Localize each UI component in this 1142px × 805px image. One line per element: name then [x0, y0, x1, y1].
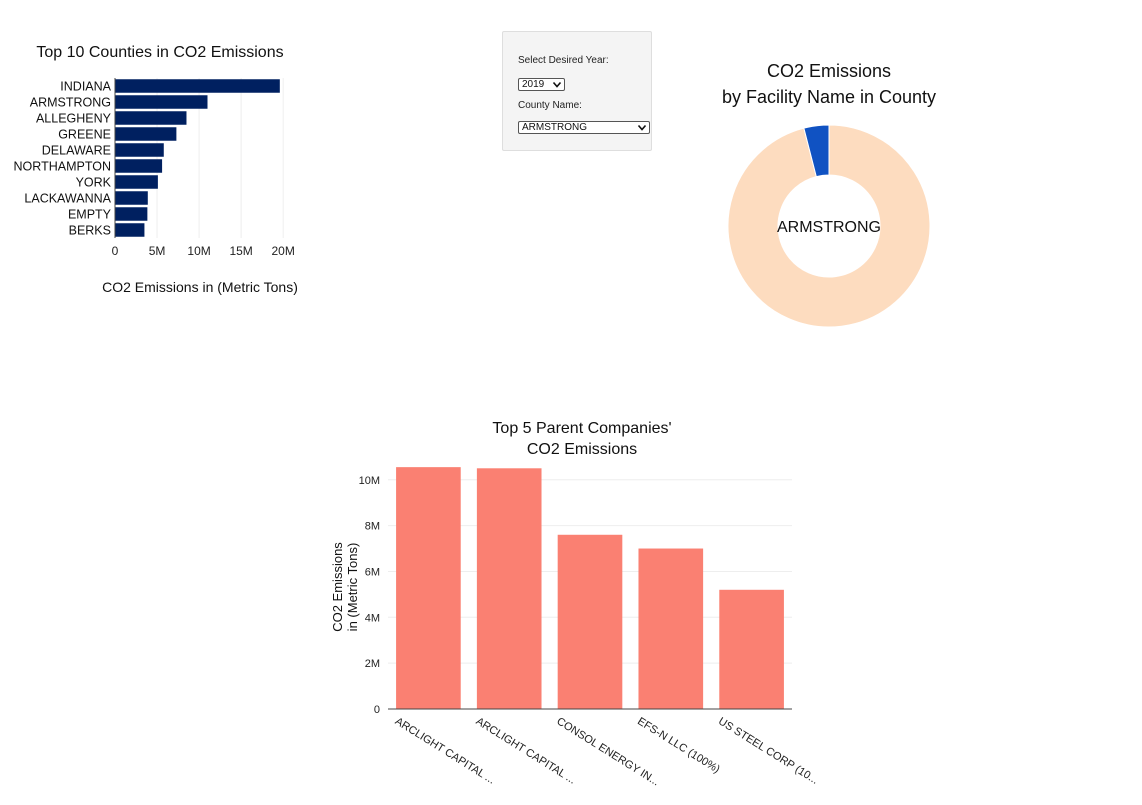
year-select-value: 2019 — [522, 79, 545, 90]
x-tick-label: 10M — [187, 244, 210, 258]
company-label: EFS-N LLC (100%) — [635, 715, 722, 775]
y-tick-label: 6M — [365, 566, 380, 578]
county-label: ALLEGHENY — [36, 112, 112, 126]
chart-title: CO2 Emissions by Facility Name in County — [722, 61, 936, 107]
county-label: LACKAWANNA — [24, 192, 111, 206]
company-bar — [396, 467, 461, 709]
county-bar — [115, 175, 158, 189]
county-bar — [115, 159, 163, 173]
company-bar — [719, 589, 784, 709]
y-tick-label: 4M — [365, 612, 380, 624]
facility-slice — [727, 124, 931, 328]
chevron-down-icon — [637, 124, 647, 131]
y-tick-label: 2M — [365, 658, 380, 670]
county-bar — [115, 127, 177, 141]
x-tick-label: 20M — [272, 244, 295, 258]
county-label: YORK — [76, 176, 112, 190]
top-parent-companies-chart: Top 5 Parent Companies' CO2 Emissions 0 2M 4… — [330, 420, 820, 788]
facility-donut-chart: CO2 Emissions by Facility Name in County A… — [722, 61, 936, 328]
chart-title: Top 10 Counties in CO2 Emissions — [36, 44, 283, 61]
x-tick-label: 15M — [229, 244, 252, 258]
y-axis-label-group: CO2 Emissionsin (Metric Tons) — [330, 542, 360, 632]
county-select-value: ARMSTRONG — [522, 122, 587, 133]
county-label: EMPTY — [68, 208, 112, 222]
county-bar — [115, 191, 148, 205]
county-label: NORTHAMPTON — [14, 160, 111, 174]
county-label: GREENE — [58, 128, 111, 142]
x-tick-label: 5M — [149, 244, 166, 258]
y-tick-label: 10M — [359, 475, 380, 487]
county-bar — [115, 111, 187, 125]
company-bar — [557, 534, 623, 709]
y-tick-label: 0 — [374, 704, 380, 716]
x-tick-label: 0 — [112, 244, 119, 258]
company-bar — [638, 548, 704, 709]
year-select[interactable]: 2019 — [518, 78, 565, 91]
county-bar — [115, 95, 208, 109]
company-label: US STEEL CORP (10... — [716, 715, 820, 786]
company-bar — [476, 468, 542, 709]
county-label: ARMSTRONG — [30, 96, 111, 110]
facility-slice — [803, 124, 830, 178]
county-bar — [115, 223, 145, 237]
chevron-down-icon — [552, 81, 562, 88]
top-counties-chart: Top 10 Counties in CO2 Emissions 0 5M 10M 15… — [14, 44, 298, 295]
county-select[interactable]: ARMSTRONG — [518, 121, 650, 134]
y-axis-label: CO2 Emissionsin (Metric Tons) — [330, 542, 360, 632]
chart-title: Top 5 Parent Companies' CO2 Emissions — [492, 420, 671, 458]
year-select-label: Select Desired Year: — [518, 55, 609, 66]
y-tick-label: 8M — [365, 521, 380, 533]
county-bar — [115, 207, 148, 221]
county-bar — [115, 79, 280, 93]
county-select-label: County Name: — [518, 100, 582, 111]
county-label: BERKS — [69, 224, 111, 238]
x-axis-label: CO2 Emissions in (Metric Tons) — [102, 279, 298, 295]
county-bar — [115, 143, 164, 157]
county-label: DELAWARE — [42, 144, 111, 158]
county-label: INDIANA — [60, 80, 111, 94]
filter-panel: Select Desired Year: 2019 County Name: A… — [502, 31, 652, 151]
donut-center-label: ARMSTRONG — [777, 219, 881, 236]
